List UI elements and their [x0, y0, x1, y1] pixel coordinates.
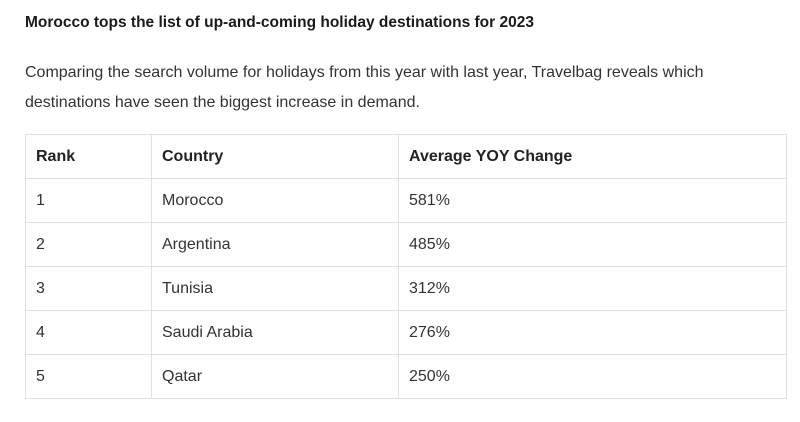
column-header: Rank [25, 134, 152, 179]
table-cell: Qatar [151, 354, 399, 399]
table-cell: 485% [398, 222, 787, 267]
table-head: Rank Country Average YOY Change [25, 134, 787, 179]
intro-text: Comparing the search volume for holidays… [25, 64, 704, 111]
table-body: 1 Morocco 581% 2 Argentina 485% 3 Tunisia 312% 4 S… [25, 178, 787, 399]
table-row: 2 Argentina 485% [25, 222, 787, 267]
table-row: 5 Qatar 250% [25, 354, 787, 399]
column-header: Average YOY Change [398, 134, 787, 179]
table-cell: Saudi Arabia [151, 310, 399, 355]
data-table: Rank Country Average YOY Change 1 Morocco 58… [25, 134, 787, 399]
table-cell: 276% [398, 310, 787, 355]
table-cell: 250% [398, 354, 787, 399]
table-cell: 2 [25, 222, 152, 267]
table-cell: 581% [398, 178, 787, 223]
header-row: Rank Country Average YOY Change [25, 134, 787, 179]
table-cell: 1 [25, 178, 152, 223]
table-cell: Morocco [151, 178, 399, 223]
column-header: Country [151, 134, 399, 179]
table-cell: 5 [25, 354, 152, 399]
table-row: 4 Saudi Arabia 276% [25, 310, 787, 355]
table-cell: Tunisia [151, 266, 399, 311]
table-row: 3 Tunisia 312% [25, 266, 787, 311]
table-cell: Argentina [151, 222, 399, 267]
table-cell: 312% [398, 266, 787, 311]
table-cell: 3 [25, 266, 152, 311]
heading: Morocco tops the list of up-and-coming h… [25, 14, 534, 31]
table-cell: 4 [25, 310, 152, 355]
table-row: 1 Morocco 581% [25, 178, 787, 223]
